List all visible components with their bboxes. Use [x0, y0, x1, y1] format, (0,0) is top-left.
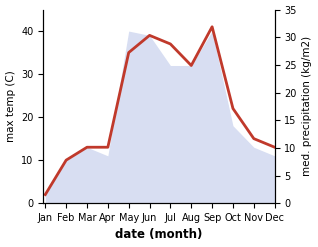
Y-axis label: max temp (C): max temp (C) — [5, 70, 16, 142]
X-axis label: date (month): date (month) — [115, 228, 203, 242]
Y-axis label: med. precipitation (kg/m2): med. precipitation (kg/m2) — [302, 36, 313, 176]
